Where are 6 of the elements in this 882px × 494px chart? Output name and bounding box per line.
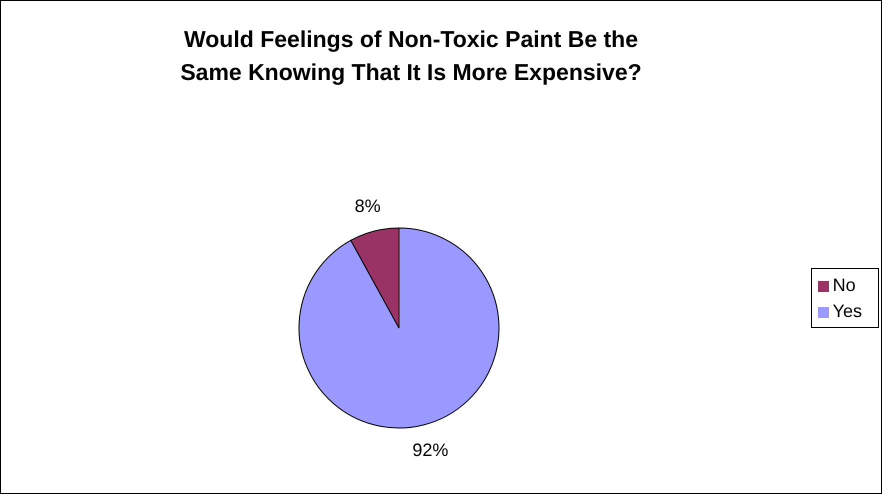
legend-label: Yes — [832, 301, 862, 321]
data-label: 8% — [354, 196, 381, 216]
data-label: 92% — [412, 440, 448, 460]
chart-title: Would Feelings of Non-Toxic Paint Be the Same Knowing That It Is More Expensive? — [179, 25, 643, 87]
pie-slice — [298, 228, 500, 428]
legend-label: No — [832, 275, 856, 295]
